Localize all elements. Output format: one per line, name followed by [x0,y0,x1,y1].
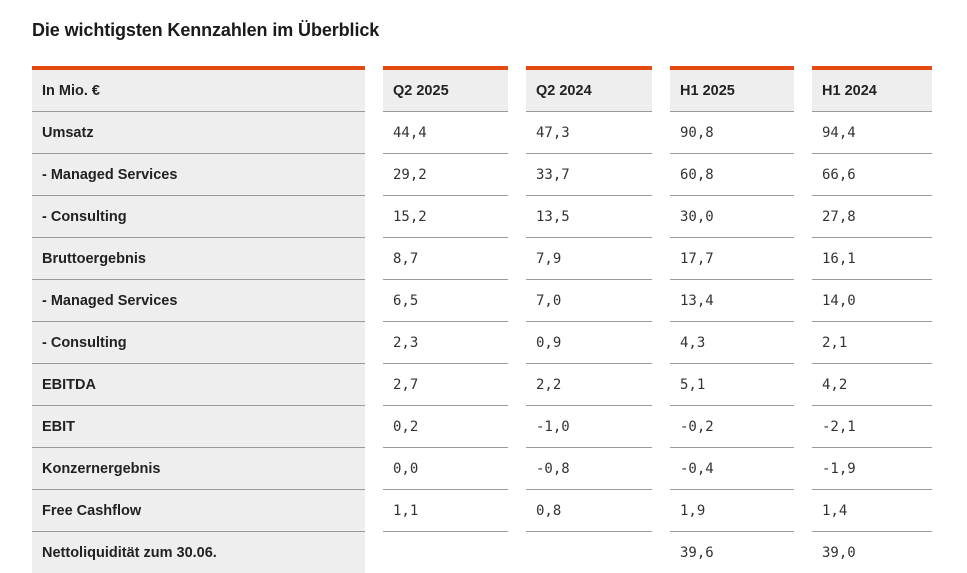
table-cell: 39,6 [680,545,714,561]
accent-bar [670,66,794,70]
label-column-header: In Mio. € [32,70,365,112]
row-label: - Managed Services [32,280,365,322]
table-cell: 29,2 [383,154,508,196]
table-cell: 4,2 [812,364,932,406]
page-title: Die wichtigsten Kennzahlen im Überblick [32,20,380,40]
row-label: Konzernergebnis [32,448,365,490]
row-label: - Managed Services [32,154,365,196]
column-h1-2025: H1 2025 90,8 60,8 30,0 17,7 13,4 4,3 5,1 -0,2 -0… [670,66,794,573]
row-label: EBITDA [32,364,365,406]
table-cell: 7,9 [526,238,652,280]
row-label: Umsatz [32,112,365,154]
table-cell: 1,4 [812,490,932,532]
table-cell: 1,1 [383,490,508,532]
table-cell [383,532,508,573]
table-cell: 17,7 [670,238,794,280]
column-header: Q2 2025 [383,70,508,112]
value-cells: 44,4 29,2 15,2 8,7 6,5 2,3 2,7 0,2 0,0 1,1 [383,112,508,573]
table-cell: 7,0 [526,280,652,322]
table-cell: 0,0 [383,448,508,490]
table-cell: 1,9 [670,490,794,532]
table-cell: 2,3 [383,322,508,364]
accent-bar [526,66,652,70]
table-cell: 30,0 [670,196,794,238]
column-header: Q2 2024 [526,70,652,112]
column-h1-2024: H1 2024 94,4 66,6 27,8 16,1 14,0 2,1 4,2 -2,1 -1… [812,66,932,573]
table-cell: 0,8 [526,490,652,532]
value-cells: 90,8 60,8 30,0 17,7 13,4 4,3 5,1 -0,2 -0,4 1,9 39,… [670,112,794,573]
table-cell: 2,2 [526,364,652,406]
table-cell: 4,3 [670,322,794,364]
column-q2-2024: Q2 2024 47,3 33,7 13,5 7,9 7,0 0,9 2,2 -1,0 -0,8… [526,66,652,573]
row-label: Nettoliquidität zum 30.06. [32,532,365,573]
label-cells: Umsatz - Managed Services - Consulting Brut… [32,112,365,573]
column-header: H1 2024 [812,70,932,112]
accent-bar [383,66,508,70]
table-cell: 13,5 [526,196,652,238]
table-cell: -2,1 [812,406,932,448]
table-cell: 16,1 [812,238,932,280]
table-cell: 2,7 [383,364,508,406]
table-cell: 33,7 [526,154,652,196]
table-cell: -1,9 [812,448,932,490]
table-cell: 2,1 [812,322,932,364]
table-cell: 66,6 [812,154,932,196]
table-cell: 14,0 [812,280,932,322]
table-cell: -0,2 [670,406,794,448]
table-cell: 0,2 [383,406,508,448]
value-cells: 94,4 66,6 27,8 16,1 14,0 2,1 4,2 -2,1 -1,9 1,4 39,… [812,112,932,573]
table-cell: 15,2 [383,196,508,238]
table-cell: 60,8 [670,154,794,196]
table-cell: 27,8 [812,196,932,238]
table-cell: -0,4 [670,448,794,490]
table-cell: 5,1 [670,364,794,406]
table-cell: -1,0 [526,406,652,448]
table-cell: 0,9 [526,322,652,364]
table-cell: 39,0 [822,545,856,561]
table-cell: 13,4 [670,280,794,322]
row-label: Free Cashflow [32,490,365,532]
column-q2-2025: Q2 2025 44,4 29,2 15,2 8,7 6,5 2,3 2,7 0,2 0,0 1,… [383,66,508,573]
row-label: - Consulting [32,196,365,238]
row-label: - Consulting [32,322,365,364]
label-column: In Mio. € Umsatz - Managed Services - Cons… [32,66,365,573]
row-label: Bruttoergebnis [32,238,365,280]
table-cell: -0,8 [526,448,652,490]
row-label: EBIT [32,406,365,448]
table-cell: 90,8 [670,112,794,154]
value-cells: 47,3 33,7 13,5 7,9 7,0 0,9 2,2 -1,0 -0,8 0,8 [526,112,652,573]
table-cell: 8,7 [383,238,508,280]
table-cell [526,532,652,573]
table-cell: 44,4 [383,112,508,154]
table-cell: 94,4 [812,112,932,154]
column-header: H1 2025 [670,70,794,112]
accent-bar [812,66,932,70]
accent-bar [32,66,365,70]
table-cell: 6,5 [383,280,508,322]
table-cell: 47,3 [526,112,652,154]
